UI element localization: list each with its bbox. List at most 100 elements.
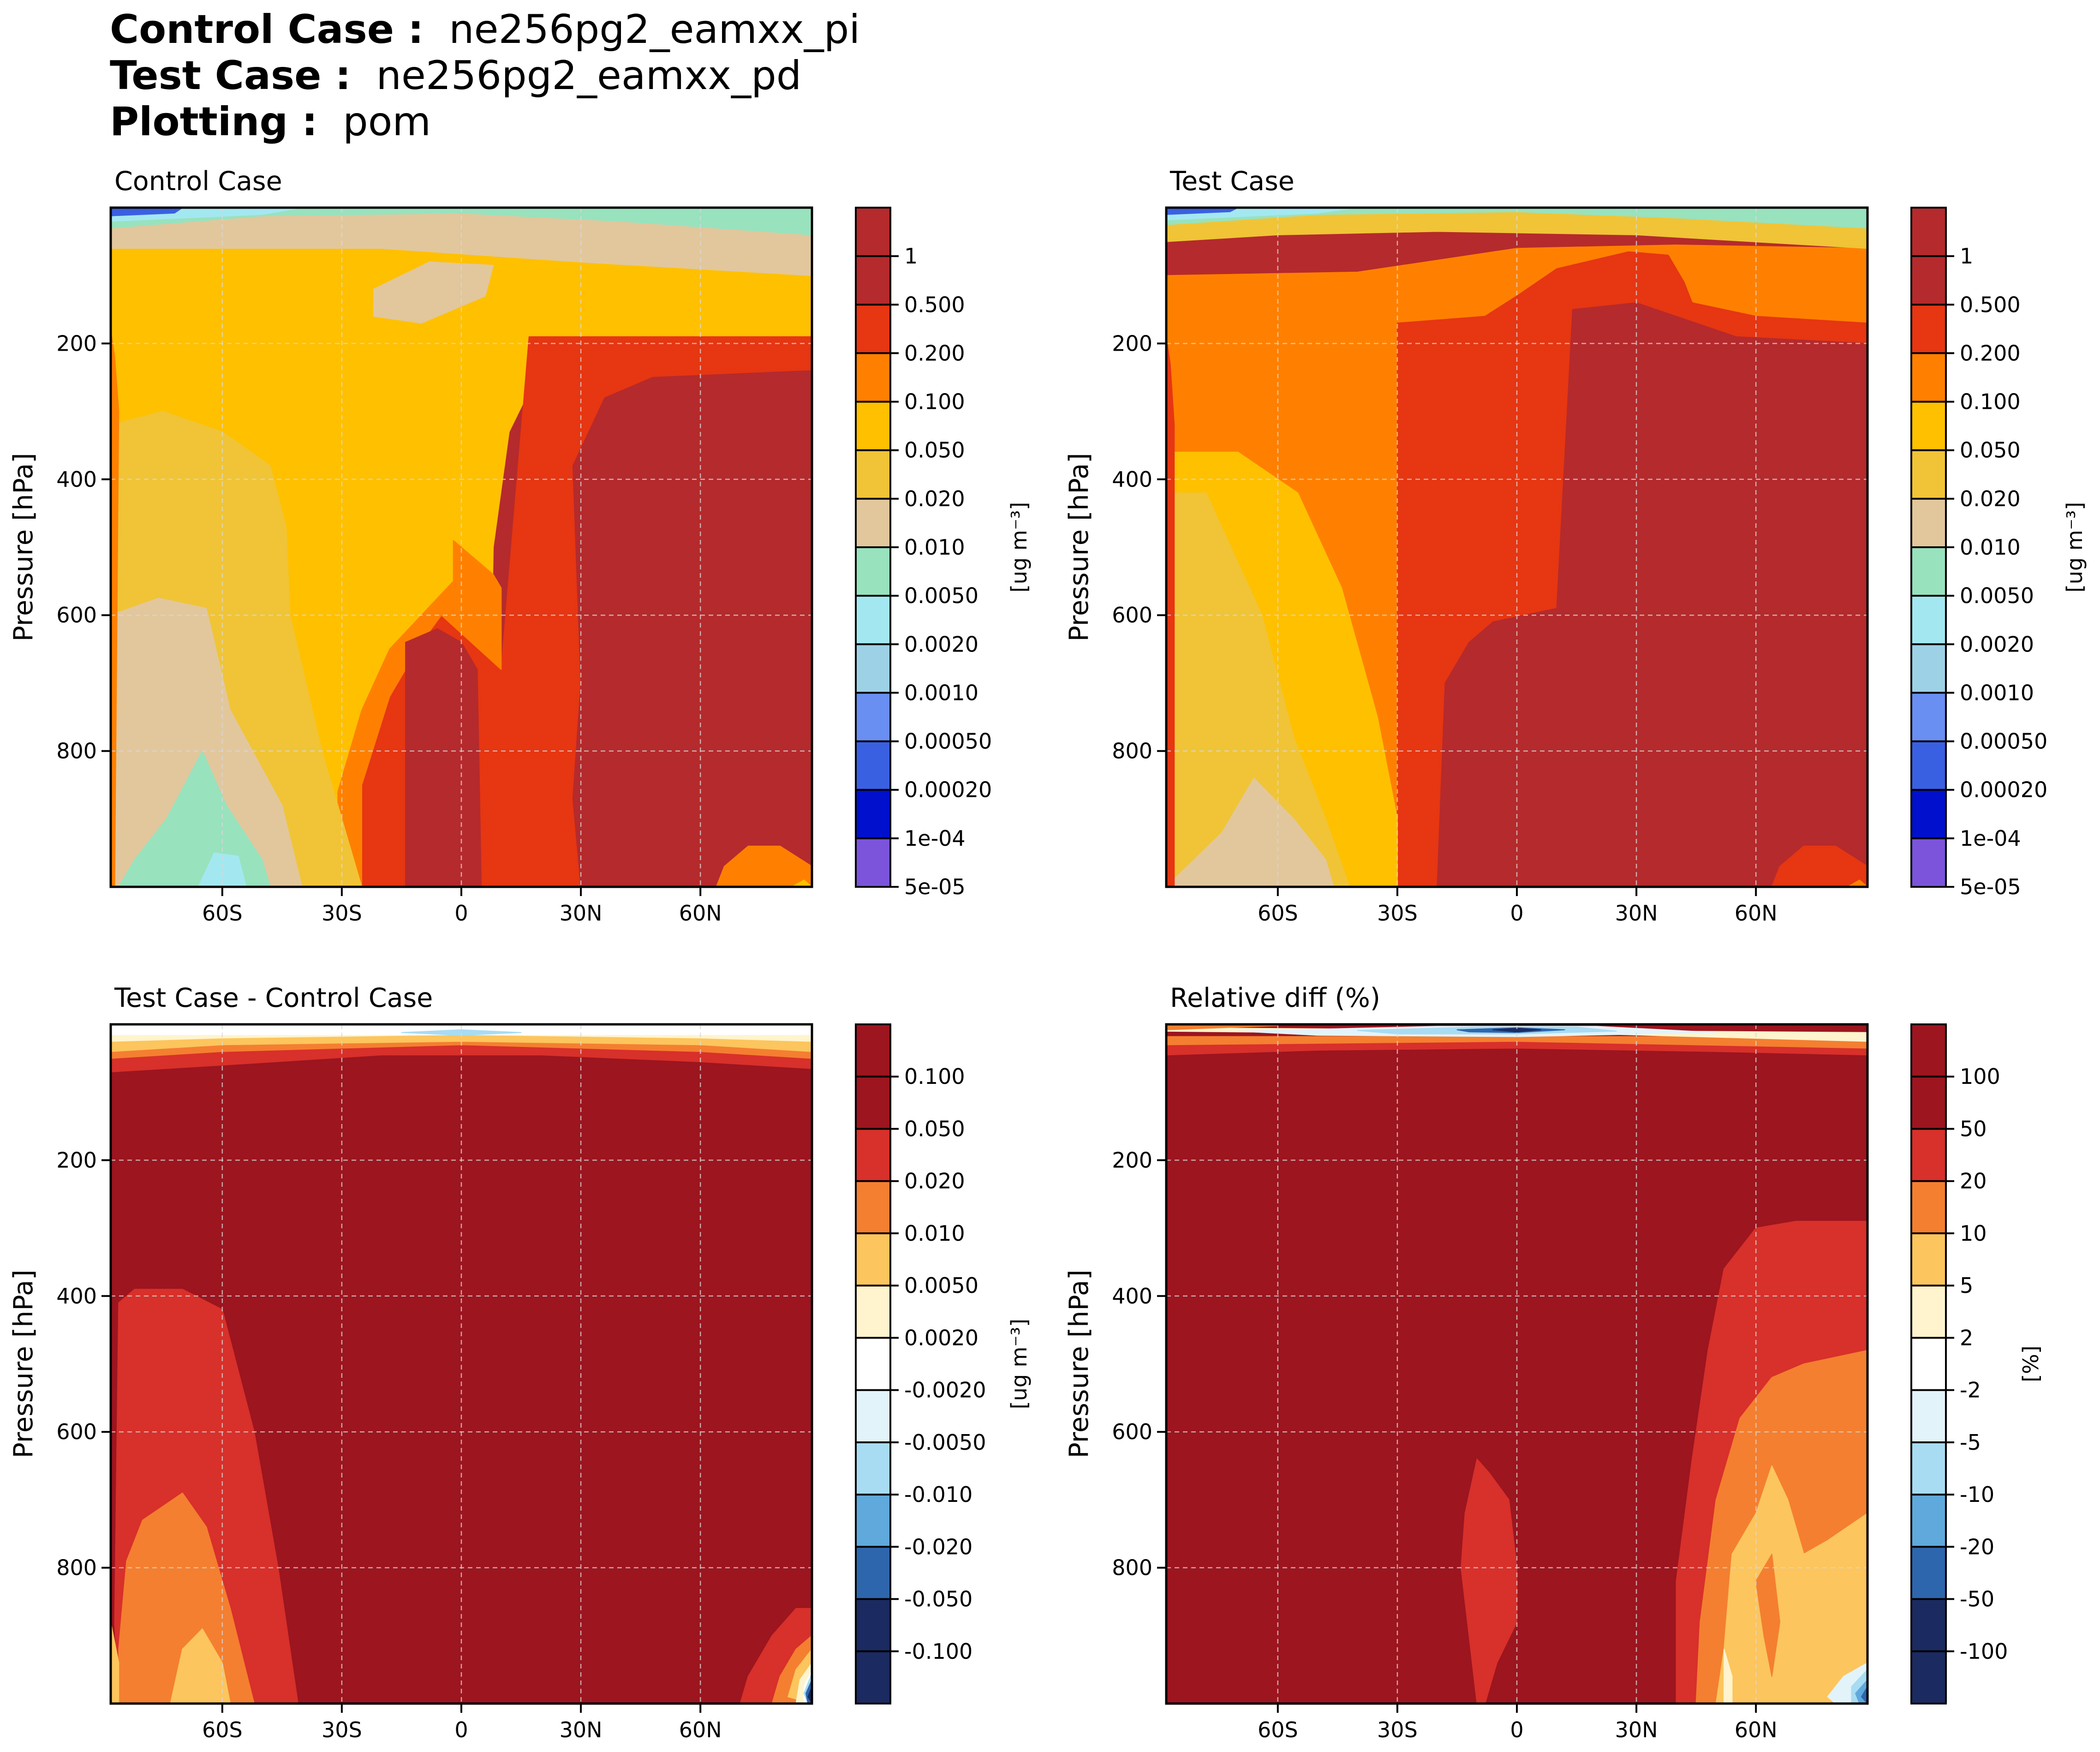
colorbar-swatch — [856, 1233, 890, 1286]
colorbar-tick-label: 5e-05 — [904, 874, 966, 899]
contour-field — [1166, 1024, 1867, 1704]
colorbar-tick-label: 0.100 — [904, 389, 965, 414]
colorbar-tick-label: 50 — [1960, 1116, 1987, 1141]
x-tick-label: 30N — [1615, 1717, 1658, 1742]
x-tick-label: 30S — [1377, 901, 1418, 926]
colorbar-swatch — [856, 1286, 890, 1338]
colorbar-swatch — [1911, 1076, 1946, 1130]
contour-region-12 — [1166, 208, 1239, 215]
colorbar-swatch — [856, 1129, 890, 1182]
colorbar-tick-label: 0.100 — [904, 1064, 965, 1089]
colorbar-swatch — [1911, 789, 1946, 839]
colorbar-swatch — [856, 1599, 890, 1652]
colorbar-tick-label: 0.100 — [1960, 389, 2021, 414]
panel-4: Relative diff (%) 60S 30S 0 30N 60N 200 400 600 8… — [1064, 983, 2043, 1742]
colorbar-swatch — [856, 1495, 890, 1547]
colorbar-tick-label: 0.010 — [904, 1221, 965, 1246]
y-tick-label: 400 — [56, 467, 97, 492]
contour-region-13 — [1715, 1465, 1867, 1704]
colorbar-tick-label: 0.050 — [904, 1116, 965, 1141]
contour-region-8 — [111, 598, 303, 887]
contour-region-14 — [111, 208, 812, 235]
panel-2: Test Case 60S 30S 0 30N 60N 200 400 600 800 Pressu… — [1064, 166, 2087, 926]
header-test-line: Test Case : ne256pg2_eamxx_pd — [110, 53, 860, 99]
colorbar-tick-label: 0.00050 — [1960, 729, 2047, 754]
colorbar: 100 50 20 10 5 2 -2 -5 -10 -20 -50 -100 [%] — [1910, 1023, 2043, 1704]
contour-region-12 — [373, 261, 494, 324]
panel-title: Relative diff (%) — [1170, 983, 1380, 1013]
colorbar-swatch — [1911, 1024, 1946, 1077]
contour-region-9 — [118, 1492, 255, 1704]
x-tick-label: 60S — [1258, 1717, 1298, 1742]
colorbar-tick-label: 1e-04 — [904, 826, 966, 851]
contour-region-14 — [1755, 1554, 1780, 1677]
colorbar-swatch — [1911, 1651, 1946, 1704]
contour-region-3 — [1166, 1036, 1867, 1049]
header-test-value: ne256pg2_eamxx_pd — [376, 53, 802, 99]
contour-region-16 — [111, 208, 183, 216]
colorbar-swatch — [856, 1390, 890, 1443]
colorbar-tick-label: -50 — [1960, 1587, 1994, 1612]
colorbar-swatch — [856, 1442, 890, 1495]
colorbar-tick-label: -0.0020 — [904, 1378, 986, 1403]
colorbar-tick-label: 5 — [1960, 1273, 1973, 1298]
colorbar-swatch — [856, 1651, 890, 1704]
colorbar-tick-label: 20 — [1960, 1169, 1987, 1194]
colorbar-tick-label: 100 — [1960, 1064, 2000, 1089]
colorbar-swatch — [1911, 693, 1946, 742]
colorbar-swatch — [1911, 208, 1946, 257]
colorbar-tick-label: -0.010 — [904, 1482, 972, 1507]
y-tick-label: 800 — [1112, 739, 1152, 764]
colorbar-tick-label: 1 — [904, 244, 918, 269]
header-control-label: Control Case : — [110, 6, 424, 53]
panel-title: Test Case — [1169, 166, 1295, 197]
contour-region-4 — [1437, 302, 1867, 887]
colorbar-label: [ug m⁻³] — [1007, 1319, 1032, 1409]
colorbar-swatch — [1911, 596, 1946, 645]
y-tick-label: 200 — [1112, 331, 1152, 356]
colorbar-tick-label: -0.050 — [904, 1587, 972, 1612]
x-tick-label: 0 — [1510, 901, 1523, 926]
colorbar-tick-label: -0.020 — [904, 1534, 972, 1559]
header-control-value: ne256pg2_eamxx_pi — [449, 6, 860, 53]
colorbar-swatch — [856, 1076, 890, 1130]
contour-region-10 — [1461, 1459, 1517, 1704]
contour-region-10 — [1166, 208, 1867, 229]
x-tick-label: 60S — [1258, 901, 1298, 926]
x-tick-label: 60S — [202, 901, 243, 926]
colorbar-tick-label: 0.0050 — [904, 1273, 978, 1298]
contour-region-18 — [791, 879, 812, 887]
colorbar-tick-label: 0.020 — [904, 486, 965, 511]
colorbar-tick-label: 5e-05 — [1960, 874, 2021, 899]
contour-region-6 — [1166, 492, 1350, 887]
colorbar-tick-label: 2 — [1960, 1325, 1973, 1350]
contour-region-17 — [716, 845, 812, 887]
colorbar-swatch — [1911, 1547, 1946, 1600]
colorbar-tick-label: 0.0020 — [904, 1325, 978, 1350]
header-control-line: Control Case : ne256pg2_eamxx_pi — [110, 6, 860, 53]
colorbar-tick-label: 0.050 — [904, 438, 965, 463]
panel-title: Control Case — [114, 166, 282, 197]
colorbar-tick-label: 0.0010 — [1960, 680, 2034, 705]
colorbar-tick-label: 10 — [1960, 1221, 1987, 1246]
y-tick-label: 600 — [1112, 1419, 1152, 1444]
x-tick-label: 0 — [454, 901, 468, 926]
colorbar-tick-label: 0.00020 — [1960, 777, 2047, 802]
colorbar-tick-label: 0.0020 — [1960, 632, 2034, 657]
x-tick-label: 0 — [1510, 1717, 1523, 1742]
colorbar-tick-label: -10 — [1960, 1482, 1994, 1507]
colorbar-swatch — [1911, 644, 1946, 694]
x-tick-label: 30N — [560, 901, 603, 926]
y-tick-label: 400 — [56, 1284, 97, 1309]
colorbar-label: [%] — [2018, 1345, 2043, 1382]
colorbar-swatch — [1911, 1495, 1946, 1547]
contour-region-10 — [170, 1628, 231, 1704]
y-axis-label: Pressure [hPa] — [8, 453, 39, 642]
colorbar-tick-label: 0.00020 — [904, 777, 992, 802]
y-axis-label: Pressure [hPa] — [1064, 453, 1094, 642]
colorbar-tick-label: 0.00050 — [904, 729, 992, 754]
colorbar-swatch — [1911, 1233, 1946, 1286]
x-tick-label: 60N — [679, 1717, 722, 1742]
colorbar-tick-label: 0.500 — [904, 292, 965, 317]
